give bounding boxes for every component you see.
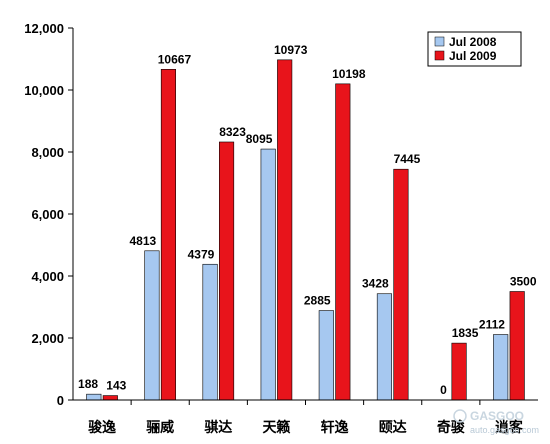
- data-label-jul-2008: 2112: [479, 318, 505, 332]
- legend-label-jul-2009: Jul 2009: [449, 49, 497, 63]
- x-category-label: 骊威: [146, 419, 174, 436]
- bar-jul-2009: [160, 69, 176, 401]
- x-category-label: 逍客: [495, 419, 524, 436]
- watermark: GASGOO auto.gasgoo.com: [453, 409, 539, 435]
- bar-jul-2008: [376, 293, 392, 401]
- data-label-jul-2008: 3428: [362, 277, 389, 291]
- bar-jul-2008: [493, 334, 509, 401]
- watermark-url: auto.gasgoo.com: [470, 425, 539, 435]
- data-label-jul-2008: 2885: [304, 294, 331, 308]
- bar-jul-2009: [102, 395, 118, 401]
- bar-jul-2009: [277, 59, 293, 401]
- y-tick-label: 2,000: [31, 331, 64, 346]
- bar-jul-2009: [335, 83, 351, 401]
- legend-swatch-jul-2009: [434, 50, 445, 61]
- data-label-jul-2009: 10198: [332, 67, 366, 81]
- y-tick-label: 12,000: [24, 21, 64, 36]
- x-category-label: 骐达: [204, 419, 232, 436]
- bar-jul-2009: [451, 342, 467, 401]
- legend-label-jul-2008: Jul 2008: [449, 35, 497, 49]
- x-category-label: 轩逸: [321, 419, 349, 436]
- data-label-jul-2008: 188: [78, 377, 98, 391]
- legend-swatch-jul-2008: [434, 36, 445, 47]
- data-label-jul-2009: 8323: [219, 125, 246, 139]
- data-label-jul-2009: 3500: [510, 275, 537, 289]
- x-axis: 骏逸 骊威 骐达 天籁 轩逸 颐达 奇骏 逍客: [73, 399, 538, 436]
- watermark-logo-text: GASGOO: [470, 409, 524, 423]
- data-label-jul-2008: 8095: [246, 132, 273, 146]
- y-axis: 0 2,000 4,000 6,000 8,000 10,000 12,000: [24, 21, 74, 408]
- bar-jul-2009: [219, 141, 235, 401]
- data-label-jul-2008: 4813: [129, 234, 156, 248]
- y-tick-label: 8,000: [31, 145, 64, 160]
- data-label-jul-2009: 10973: [274, 43, 308, 57]
- data-label-jul-2009: 143: [106, 379, 126, 393]
- y-tick-label: 6,000: [31, 207, 64, 222]
- bar-jul-2008: [318, 310, 334, 401]
- x-category-label: 骏逸: [88, 419, 116, 436]
- y-tick-label: 0: [57, 393, 64, 408]
- bars-group: [86, 59, 525, 401]
- data-label-jul-2008: 4379: [188, 247, 215, 261]
- bar-jul-2008: [260, 148, 276, 401]
- y-tick-label: 10,000: [24, 83, 64, 98]
- data-label-jul-2008: 0: [440, 383, 447, 397]
- bar-jul-2008: [144, 250, 160, 401]
- bar-jul-2009: [393, 168, 409, 401]
- bar-jul-2008: [86, 393, 102, 401]
- x-category-label: 天籁: [262, 419, 290, 436]
- x-category-label: 颐达: [379, 419, 407, 436]
- x-category-label: 奇骏: [437, 419, 466, 436]
- data-label-jul-2009: 10667: [158, 52, 192, 66]
- legend: Jul 2008 Jul 2009: [427, 31, 522, 67]
- gasgoo-logo: GASGOO: [453, 409, 524, 423]
- data-label-jul-2009: 1835: [452, 326, 479, 340]
- bar-jul-2008: [202, 263, 218, 401]
- bar-jul-2009: [509, 291, 525, 401]
- y-tick-label: 4,000: [31, 269, 64, 284]
- data-label-jul-2009: 7445: [394, 152, 421, 166]
